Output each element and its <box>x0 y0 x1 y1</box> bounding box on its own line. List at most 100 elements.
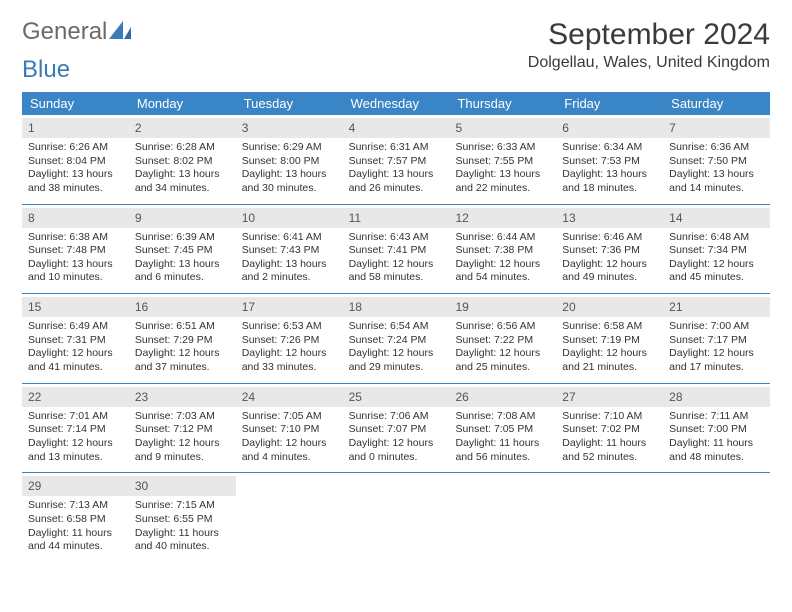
day-number: 18 <box>349 300 362 314</box>
daynum-row: 27 <box>556 387 663 407</box>
daylight-text: and 45 minutes. <box>669 271 764 285</box>
sunrise-text: Sunrise: 6:43 AM <box>349 231 444 245</box>
daylight-text: and 37 minutes. <box>135 361 230 375</box>
logo: General <box>22 18 131 46</box>
daylight-text: Daylight: 12 hours <box>669 258 764 272</box>
daylight-text: and 40 minutes. <box>135 540 230 554</box>
daylight-text: Daylight: 12 hours <box>28 347 123 361</box>
day-number: 21 <box>669 300 682 314</box>
week-row: 15Sunrise: 6:49 AMSunset: 7:31 PMDayligh… <box>22 294 770 384</box>
daynum-row: 17 <box>236 297 343 317</box>
daylight-text: and 6 minutes. <box>135 271 230 285</box>
daylight-text: and 34 minutes. <box>135 182 230 196</box>
sunrise-text: Sunrise: 6:54 AM <box>349 320 444 334</box>
sunrise-text: Sunrise: 6:36 AM <box>669 141 764 155</box>
sunset-text: Sunset: 7:10 PM <box>242 423 337 437</box>
day-number: 11 <box>349 211 361 225</box>
sunrise-text: Sunrise: 6:29 AM <box>242 141 337 155</box>
calendar-cell: 20Sunrise: 6:58 AMSunset: 7:19 PMDayligh… <box>556 294 663 383</box>
day-number: 3 <box>242 121 249 135</box>
sunset-text: Sunset: 7:41 PM <box>349 244 444 258</box>
daynum-row: 2 <box>129 118 236 138</box>
sunset-text: Sunset: 7:55 PM <box>455 155 550 169</box>
sunset-text: Sunset: 8:04 PM <box>28 155 123 169</box>
sunrise-text: Sunrise: 7:01 AM <box>28 410 123 424</box>
daynum-row: 20 <box>556 297 663 317</box>
calendar-cell: 30Sunrise: 7:15 AMSunset: 6:55 PMDayligh… <box>129 473 236 562</box>
sunrise-text: Sunrise: 7:10 AM <box>562 410 657 424</box>
calendar: SundayMondayTuesdayWednesdayThursdayFrid… <box>22 92 770 562</box>
daynum-row: 12 <box>449 208 556 228</box>
calendar-cell: 4Sunrise: 6:31 AMSunset: 7:57 PMDaylight… <box>343 115 450 204</box>
sunset-text: Sunset: 8:02 PM <box>135 155 230 169</box>
sunrise-text: Sunrise: 6:58 AM <box>562 320 657 334</box>
daylight-text: and 52 minutes. <box>562 451 657 465</box>
daylight-text: Daylight: 11 hours <box>455 437 550 451</box>
daynum-row: 1 <box>22 118 129 138</box>
daynum-row: 10 <box>236 208 343 228</box>
week-row: 1 Sunrise: 6:26 AMSunset: 8:04 PM Daylight… <box>22 115 770 205</box>
calendar-cell: 10Sunrise: 6:41 AMSunset: 7:43 PMDayligh… <box>236 205 343 294</box>
week-row: 29Sunrise: 7:13 AMSunset: 6:58 PMDayligh… <box>22 473 770 562</box>
daylight-text: and 13 minutes. <box>28 451 123 465</box>
sunset-text: Sunset: 7:00 PM <box>669 423 764 437</box>
daynum-row: 13 <box>556 208 663 228</box>
daylight-text: Daylight: 13 hours <box>562 168 657 182</box>
sunrise-text: Sunrise: 7:05 AM <box>242 410 337 424</box>
calendar-cell <box>236 473 343 562</box>
daynum-row: 29 <box>22 476 129 496</box>
sunset-text: Sunset: 7:17 PM <box>669 334 764 348</box>
daylight-text: and 17 minutes. <box>669 361 764 375</box>
daylight-text: and 49 minutes. <box>562 271 657 285</box>
day-number: 9 <box>135 211 142 225</box>
daynum-row: 18 <box>343 297 450 317</box>
day-number: 5 <box>455 121 462 135</box>
daylight-text: Daylight: 13 hours <box>242 168 337 182</box>
sunset-text: Sunset: 7:57 PM <box>349 155 444 169</box>
sunrise-text: Sunrise: 6:48 AM <box>669 231 764 245</box>
sunset-text: Sunset: 7:19 PM <box>562 334 657 348</box>
calendar-cell: 5Sunrise: 6:33 AMSunset: 7:55 PMDaylight… <box>449 115 556 204</box>
daylight-text: and 14 minutes. <box>669 182 764 196</box>
daylight-text: Daylight: 13 hours <box>135 168 230 182</box>
daynum-row: 8 <box>22 208 129 228</box>
day-number: 25 <box>349 390 362 404</box>
day-number: 8 <box>28 211 35 225</box>
daylight-text: Daylight: 12 hours <box>455 347 550 361</box>
daylight-text: Daylight: 12 hours <box>349 437 444 451</box>
day-number: 12 <box>455 211 468 225</box>
sunrise-text: Sunrise: 7:13 AM <box>28 499 123 513</box>
daylight-text: Daylight: 12 hours <box>135 347 230 361</box>
daylight-text: and 48 minutes. <box>669 451 764 465</box>
daylight-text: Daylight: 13 hours <box>349 168 444 182</box>
calendar-cell: 27Sunrise: 7:10 AMSunset: 7:02 PMDayligh… <box>556 384 663 473</box>
sunset-text: Sunset: 7:26 PM <box>242 334 337 348</box>
calendar-cell: 23Sunrise: 7:03 AMSunset: 7:12 PMDayligh… <box>129 384 236 473</box>
sunset-text: Sunset: 7:22 PM <box>455 334 550 348</box>
daylight-text: Daylight: 12 hours <box>349 347 444 361</box>
daynum-row: 28 <box>663 387 770 407</box>
sunrise-text: Sunrise: 6:26 AM <box>28 141 123 155</box>
calendar-cell: 17Sunrise: 6:53 AMSunset: 7:26 PMDayligh… <box>236 294 343 383</box>
sunset-text: Sunset: 7:02 PM <box>562 423 657 437</box>
calendar-cell: 11Sunrise: 6:43 AMSunset: 7:41 PMDayligh… <box>343 205 450 294</box>
daylight-text: Daylight: 13 hours <box>28 258 123 272</box>
calendar-cell: 13Sunrise: 6:46 AMSunset: 7:36 PMDayligh… <box>556 205 663 294</box>
daylight-text: and 38 minutes. <box>28 182 123 196</box>
daynum-row: 15 <box>22 297 129 317</box>
sunset-text: Sunset: 7:31 PM <box>28 334 123 348</box>
month-title: September 2024 <box>528 18 770 52</box>
day-number: 10 <box>242 211 255 225</box>
daylight-text: Daylight: 13 hours <box>669 168 764 182</box>
calendar-cell: 28Sunrise: 7:11 AMSunset: 7:00 PMDayligh… <box>663 384 770 473</box>
calendar-cell: 19Sunrise: 6:56 AMSunset: 7:22 PMDayligh… <box>449 294 556 383</box>
day-number: 19 <box>455 300 468 314</box>
sunrise-text: Sunrise: 6:33 AM <box>455 141 550 155</box>
sunset-text: Sunset: 7:48 PM <box>28 244 123 258</box>
calendar-cell: 14Sunrise: 6:48 AMSunset: 7:34 PMDayligh… <box>663 205 770 294</box>
daylight-text: Daylight: 11 hours <box>135 527 230 541</box>
daylight-text: Daylight: 12 hours <box>669 347 764 361</box>
calendar-cell: 16Sunrise: 6:51 AMSunset: 7:29 PMDayligh… <box>129 294 236 383</box>
sunrise-text: Sunrise: 6:44 AM <box>455 231 550 245</box>
sunset-text: Sunset: 7:53 PM <box>562 155 657 169</box>
